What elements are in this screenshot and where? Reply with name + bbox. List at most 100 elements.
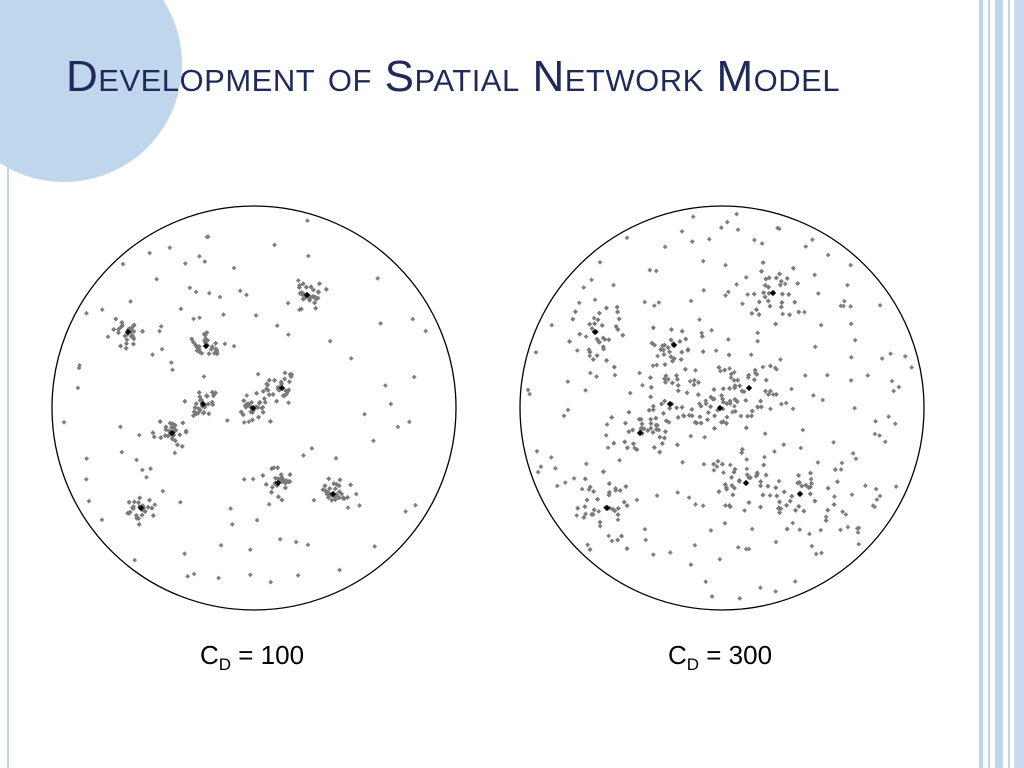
node [691,377,697,383]
node [777,510,783,516]
node [661,435,668,441]
node [755,404,761,410]
node [285,479,292,485]
decor-circle [0,0,182,182]
node [338,491,345,497]
node [807,491,813,497]
node [743,546,749,552]
node [137,495,143,501]
node [668,337,674,343]
node [256,414,262,420]
node [725,337,731,342]
node [758,479,764,485]
node [711,425,718,431]
node [589,277,594,283]
node [206,351,212,357]
node [119,449,125,455]
node [527,391,533,397]
node [744,457,750,462]
node [731,377,737,383]
node [749,408,755,414]
node [674,442,680,448]
node [179,443,185,449]
node [231,343,237,349]
node [583,334,589,340]
node [682,366,688,372]
node [779,291,785,297]
node [411,374,417,380]
node [873,486,879,492]
node [150,430,156,436]
node [790,406,796,412]
node [848,354,854,360]
node [182,551,187,557]
node [583,388,588,393]
node [700,503,706,509]
node [305,253,311,259]
node [268,579,274,585]
node [129,334,135,340]
node [244,292,249,298]
node [345,505,351,511]
node [313,305,319,311]
node [820,397,826,403]
node [743,397,749,403]
node [597,259,603,265]
node [724,414,730,420]
node [772,449,777,454]
node [305,218,310,224]
node [695,392,701,398]
node [278,472,284,478]
node [182,398,188,404]
node [120,261,126,267]
node [781,442,787,448]
node [195,410,201,416]
caption-symbol: C [667,640,687,670]
node [873,418,878,424]
node [723,420,730,426]
node [759,241,765,246]
node [626,429,632,435]
node [774,493,780,499]
node [723,485,729,491]
node [693,502,698,507]
node [592,297,598,303]
node [561,413,567,419]
node [637,370,642,376]
node [172,450,178,456]
node [615,309,621,315]
node [548,454,554,460]
node [757,585,763,591]
node [577,331,583,337]
node [423,328,429,334]
node [731,403,737,409]
node [562,480,568,486]
node [795,280,801,287]
node [309,445,315,451]
caption-symbol: C [199,640,219,670]
node [647,267,653,273]
node [75,385,81,391]
node [679,328,685,334]
node [834,479,840,485]
node [893,484,899,490]
node [249,409,255,416]
node [594,336,600,342]
node [790,520,796,526]
node [891,388,897,394]
node [572,309,579,315]
node [642,299,648,305]
node [792,579,798,584]
node [766,290,772,296]
node [244,393,250,398]
node [131,499,137,505]
network-boundary [51,205,457,611]
node [627,390,633,396]
node [570,316,576,322]
node [329,497,335,503]
node [803,244,809,249]
node [214,349,220,355]
node [705,409,711,416]
node [888,351,893,357]
node [762,282,768,288]
